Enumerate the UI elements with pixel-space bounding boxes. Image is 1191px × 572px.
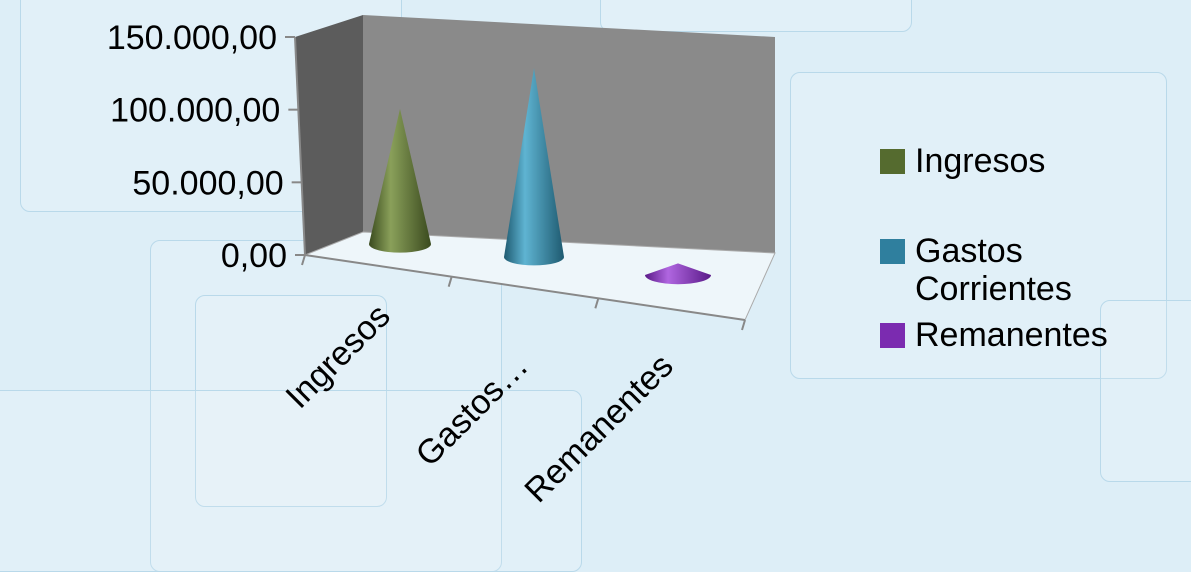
legend-label: Remanentes — [915, 316, 1108, 355]
legend-item-remanentes: Remanentes — [880, 316, 1191, 354]
x-tick — [301, 254, 306, 266]
back-wall — [363, 15, 775, 253]
cone-body — [645, 263, 711, 285]
background-panel — [790, 72, 1167, 379]
x-tick — [741, 319, 746, 331]
x-tick — [447, 276, 453, 287]
y-axis — [294, 36, 306, 256]
y-tick-label: 150.000,00 — [107, 19, 277, 57]
category-labels: Ingresos Gastos…Remanentes — [279, 297, 681, 510]
legend: Ingresos Gastos Corrientes Remanentes — [880, 142, 1191, 354]
legend-swatch — [880, 149, 905, 174]
side-wall — [295, 15, 363, 255]
x-tick — [594, 298, 600, 309]
background-panel — [0, 390, 582, 572]
cone-body — [504, 68, 564, 266]
cone-ingresos — [369, 108, 431, 253]
x-category-label: Ingresos — [279, 297, 398, 416]
x-axis — [304, 254, 746, 321]
legend-item-ingresos: Ingresos — [880, 142, 1191, 180]
legend-swatch — [880, 239, 905, 265]
background-panel — [1100, 300, 1191, 482]
x-ticks — [301, 254, 746, 331]
x-category-label: Remanentes — [517, 347, 680, 510]
cone-gastos — [504, 68, 564, 266]
cone-remanentes — [645, 263, 711, 285]
cone-chart: 150.000,00 100.000,00 50.000,00 0,00 Ingres… — [107, 15, 776, 510]
y-tick-label: 100.000,00 — [110, 92, 280, 130]
cones — [369, 68, 711, 285]
y-tick-label: 0,00 — [221, 237, 287, 275]
background-panel — [195, 295, 387, 507]
legend-item-gastos-corrientes: Gastos Corrientes — [880, 232, 1191, 308]
legend-label: Gastos Corrientes — [915, 232, 1072, 309]
y-tick-label: 50.000,00 — [132, 164, 283, 202]
cone-body — [369, 108, 431, 253]
y-ticks: 150.000,00 100.000,00 50.000,00 0,00 — [107, 19, 305, 275]
background-panel — [600, 0, 912, 32]
legend-swatch — [880, 323, 905, 349]
legend-label: Ingresos — [915, 142, 1046, 180]
x-category-label: Gastos… — [409, 347, 536, 474]
